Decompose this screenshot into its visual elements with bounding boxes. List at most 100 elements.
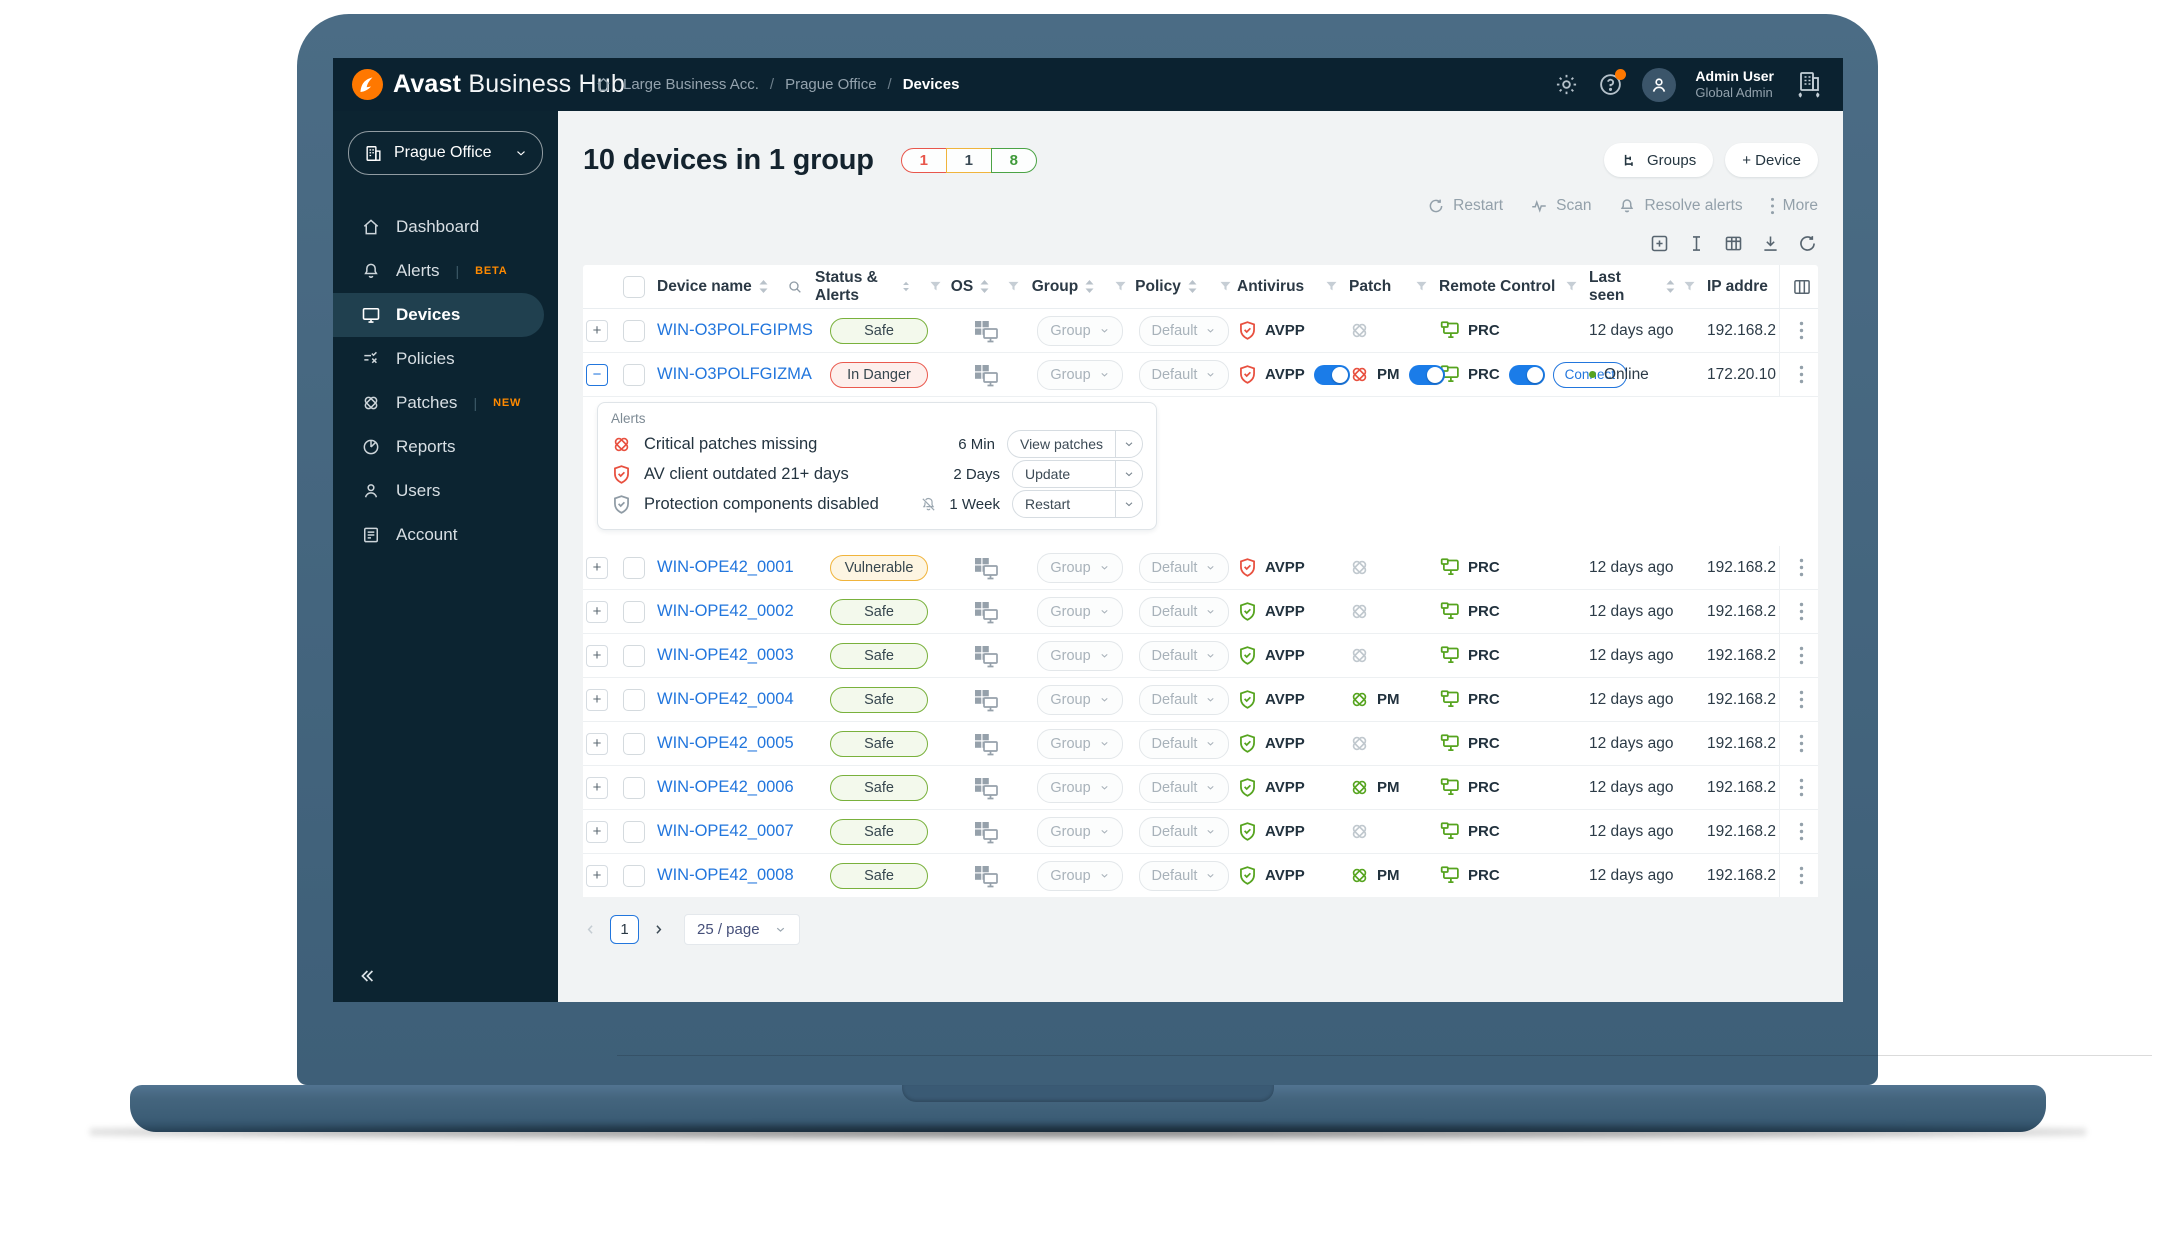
device-link[interactable]: WIN-OPE42_0008 bbox=[657, 866, 794, 884]
group-dropdown[interactable]: Group bbox=[1037, 552, 1123, 583]
row-expand-button[interactable]: + bbox=[586, 820, 608, 843]
group-dropdown[interactable]: Group bbox=[1037, 860, 1123, 891]
row-checkbox[interactable] bbox=[623, 363, 645, 386]
row-checkbox[interactable] bbox=[623, 776, 645, 799]
col-antivirus[interactable]: Antivirus bbox=[1237, 265, 1349, 308]
row-menu-icon[interactable] bbox=[1779, 854, 1823, 897]
sidebar-item-patches[interactable]: Patches | NEW bbox=[333, 381, 558, 425]
device-link[interactable]: WIN-O3POLFGIZMA bbox=[657, 365, 812, 383]
add-device-button[interactable]: + Device bbox=[1725, 143, 1818, 177]
sidebar-item-reports[interactable]: Reports bbox=[333, 425, 558, 469]
sidebar-item-alerts[interactable]: Alerts | BETA bbox=[333, 249, 558, 293]
row-checkbox[interactable] bbox=[623, 600, 645, 623]
org-selector[interactable]: Prague Office bbox=[348, 131, 543, 175]
row-expand-button[interactable]: + bbox=[586, 556, 608, 579]
breadcrumb-item[interactable]: Prague Office bbox=[785, 76, 877, 93]
user-info[interactable]: Admin User Global Admin bbox=[1695, 68, 1774, 100]
sidebar-item-devices[interactable]: Devices bbox=[333, 293, 544, 337]
device-link[interactable]: WIN-OPE42_0003 bbox=[657, 646, 794, 664]
group-dropdown[interactable]: Group bbox=[1037, 772, 1123, 803]
sidebar-item-users[interactable]: Users bbox=[333, 469, 558, 513]
group-dropdown[interactable]: Group bbox=[1037, 640, 1123, 671]
antivirus-toggle[interactable] bbox=[1313, 364, 1350, 385]
default-dropdown[interactable]: Default bbox=[1138, 816, 1230, 847]
sidebar-item-account[interactable]: Account bbox=[333, 513, 558, 557]
device-link[interactable]: WIN-OPE42_0002 bbox=[657, 602, 794, 620]
refresh-icon[interactable] bbox=[1797, 233, 1818, 254]
column-settings-icon[interactable] bbox=[1779, 265, 1823, 308]
default-dropdown[interactable]: Default bbox=[1138, 728, 1230, 759]
alert-action-button[interactable]: Restart bbox=[1012, 490, 1143, 518]
row-menu-icon[interactable] bbox=[1779, 309, 1823, 352]
row-expand-button[interactable]: + bbox=[586, 732, 608, 755]
row-menu-icon[interactable] bbox=[1779, 678, 1823, 721]
default-dropdown[interactable]: Default bbox=[1138, 315, 1230, 346]
page-number[interactable]: 1 bbox=[610, 915, 639, 944]
row-expand-button[interactable]: + bbox=[586, 776, 608, 799]
download-icon[interactable] bbox=[1760, 233, 1781, 254]
chevron-down-icon[interactable] bbox=[1115, 461, 1142, 487]
row-expand-button[interactable]: + bbox=[586, 688, 608, 711]
default-dropdown[interactable]: Default bbox=[1138, 640, 1230, 671]
col-remote-control[interactable]: Remote Control bbox=[1439, 265, 1589, 308]
col-status-alerts[interactable]: Status & Alerts bbox=[815, 265, 943, 308]
patch-toggle[interactable] bbox=[1408, 364, 1445, 385]
row-checkbox[interactable] bbox=[623, 319, 645, 342]
gear-icon[interactable] bbox=[1554, 72, 1579, 97]
prev-page-icon[interactable] bbox=[583, 922, 598, 937]
row-expand-button[interactable]: + bbox=[586, 644, 608, 667]
group-dropdown[interactable]: Group bbox=[1037, 315, 1123, 346]
col-policy[interactable]: Policy bbox=[1131, 265, 1237, 308]
next-page-icon[interactable] bbox=[651, 922, 666, 937]
row-checkbox[interactable] bbox=[623, 732, 645, 755]
bulk-action-restart[interactable]: Restart bbox=[1427, 197, 1503, 215]
text-cursor-icon[interactable] bbox=[1686, 233, 1707, 254]
row-checkbox[interactable] bbox=[623, 688, 645, 711]
vulnerable-count-badge[interactable]: 1 bbox=[945, 147, 992, 173]
device-link[interactable]: WIN-OPE42_0005 bbox=[657, 734, 794, 752]
default-dropdown[interactable]: Default bbox=[1138, 860, 1230, 891]
chevron-down-icon[interactable] bbox=[1115, 491, 1142, 517]
col-group[interactable]: Group bbox=[1029, 265, 1131, 308]
groups-button[interactable]: Groups bbox=[1604, 143, 1714, 177]
company-switcher-icon[interactable] bbox=[1793, 69, 1825, 101]
default-dropdown[interactable]: Default bbox=[1138, 596, 1230, 627]
row-menu-icon[interactable] bbox=[1779, 353, 1823, 396]
group-dropdown[interactable]: Group bbox=[1037, 816, 1123, 847]
group-dropdown[interactable]: Group bbox=[1037, 359, 1123, 390]
alert-action-button[interactable]: Update bbox=[1012, 460, 1143, 488]
device-link[interactable]: WIN-OPE42_0006 bbox=[657, 778, 794, 796]
col-device-name[interactable]: Device name bbox=[657, 265, 815, 308]
default-dropdown[interactable]: Default bbox=[1138, 684, 1230, 715]
expand-all-icon[interactable] bbox=[1649, 233, 1670, 254]
device-link[interactable]: WIN-OPE42_0001 bbox=[657, 558, 794, 576]
row-expand-button[interactable]: + bbox=[586, 600, 608, 623]
col-ip-address[interactable]: IP addre bbox=[1707, 277, 1768, 295]
group-dropdown[interactable]: Group bbox=[1037, 596, 1123, 627]
sidebar-item-dashboard[interactable]: Dashboard bbox=[333, 205, 558, 249]
row-menu-icon[interactable] bbox=[1779, 722, 1823, 765]
bulk-action-resolve-alerts[interactable]: Resolve alerts bbox=[1618, 197, 1743, 215]
safe-count-badge[interactable]: 8 bbox=[990, 147, 1037, 173]
row-expand-button[interactable]: + bbox=[586, 319, 608, 342]
row-menu-icon[interactable] bbox=[1779, 546, 1823, 589]
device-link[interactable]: WIN-OPE42_0007 bbox=[657, 822, 794, 840]
row-expand-button[interactable]: + bbox=[586, 864, 608, 887]
default-dropdown[interactable]: Default bbox=[1138, 552, 1230, 583]
row-menu-icon[interactable] bbox=[1779, 810, 1823, 853]
row-checkbox[interactable] bbox=[623, 556, 645, 579]
breadcrumb-item[interactable]: Large Business Acc. bbox=[623, 76, 759, 93]
home-icon[interactable] bbox=[595, 76, 612, 93]
select-all-checkbox[interactable] bbox=[623, 275, 645, 298]
row-menu-icon[interactable] bbox=[1779, 590, 1823, 633]
group-dropdown[interactable]: Group bbox=[1037, 728, 1123, 759]
device-link[interactable]: WIN-OPE42_0004 bbox=[657, 690, 794, 708]
bulk-action-scan[interactable]: Scan bbox=[1530, 197, 1591, 215]
table-view-icon[interactable] bbox=[1723, 233, 1744, 254]
sidebar-item-policies[interactable]: Policies bbox=[333, 337, 558, 381]
row-checkbox[interactable] bbox=[623, 644, 645, 667]
group-dropdown[interactable]: Group bbox=[1037, 684, 1123, 715]
avatar[interactable] bbox=[1642, 67, 1677, 102]
page-size-select[interactable]: 25 / page bbox=[684, 914, 800, 945]
row-menu-icon[interactable] bbox=[1779, 634, 1823, 677]
